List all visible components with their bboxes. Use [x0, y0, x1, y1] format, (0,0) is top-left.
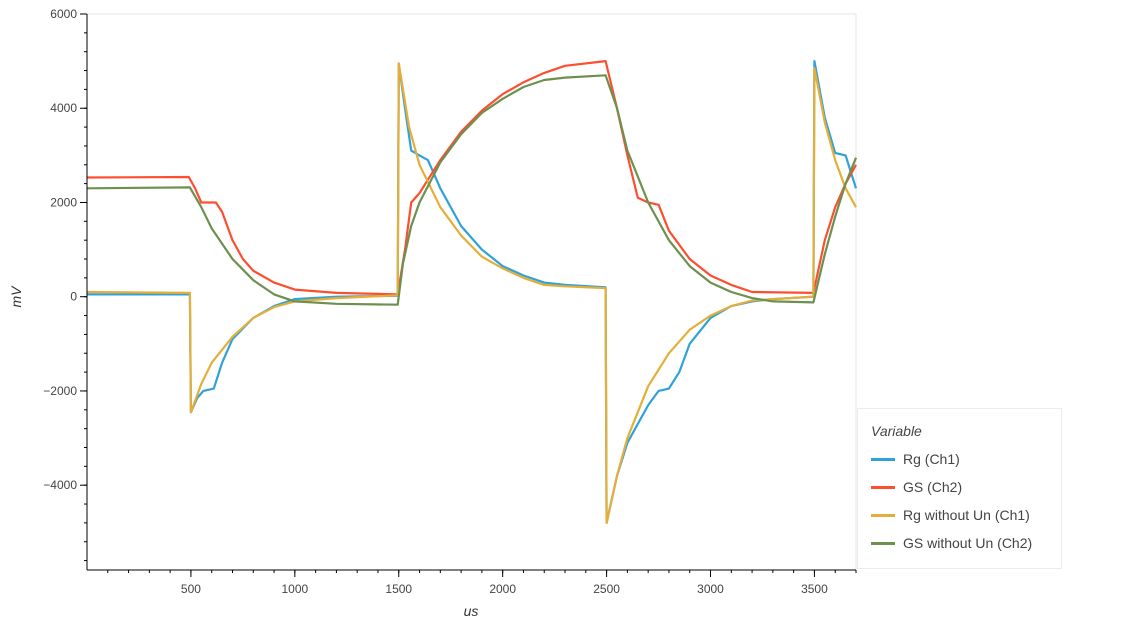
x-tick-label: 1500 — [385, 582, 412, 596]
x-axis-label: us — [464, 603, 479, 619]
series-line-3 — [86, 74, 858, 306]
series-line-0 — [87, 59, 858, 525]
legend-label: GS without Un (Ch2) — [903, 535, 1033, 551]
legend-title: Variable — [871, 423, 922, 439]
y-axis-label: mV — [8, 285, 24, 308]
x-tick-label: 1000 — [281, 582, 308, 596]
y-tick-label: 2000 — [50, 195, 77, 209]
legend-swatch — [871, 485, 895, 489]
x-tick-label: 2500 — [593, 582, 620, 596]
legend-item[interactable]: GS without Un (Ch2) — [871, 533, 1032, 553]
y-tick-label: −2000 — [43, 384, 77, 398]
legend-item[interactable]: GS (Ch2) — [871, 477, 962, 497]
y-tick-label: 4000 — [50, 101, 77, 115]
legend-swatch — [871, 541, 895, 545]
series-line-1 — [86, 59, 857, 296]
plot-frame — [86, 13, 857, 571]
y-tick-label: 0 — [70, 290, 77, 304]
legend-label: Rg (Ch1) — [903, 451, 960, 467]
legend-label: Rg without Un (Ch1) — [903, 507, 1030, 523]
x-tick-label: 3000 — [697, 582, 724, 596]
legend-item[interactable]: Rg without Un (Ch1) — [871, 505, 1030, 525]
series-line-2 — [86, 62, 857, 525]
y-tick-label: −4000 — [43, 478, 77, 492]
x-tick-label: 3500 — [801, 582, 828, 596]
x-tick-label: 2000 — [489, 582, 516, 596]
legend-item[interactable]: Rg (Ch1) — [871, 449, 960, 469]
legend-swatch — [871, 513, 895, 517]
legend-label: GS (Ch2) — [903, 479, 963, 495]
x-tick-label: 500 — [181, 582, 201, 596]
legend: Variable Rg (Ch1) GS (Ch2) Rg without Un (… — [857, 408, 1062, 569]
y-tick-label: 6000 — [50, 7, 77, 21]
legend-swatch — [871, 457, 895, 461]
